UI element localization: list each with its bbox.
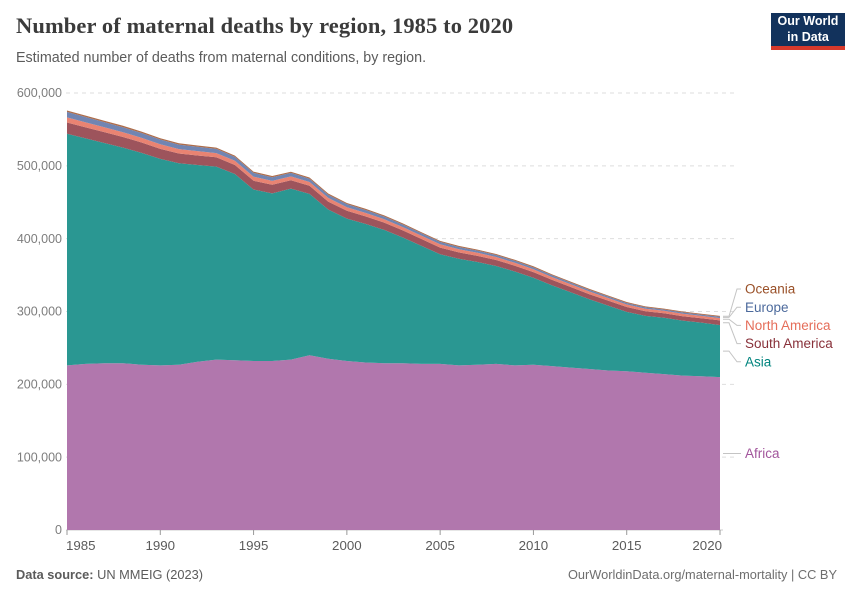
y-axis-label-400000: 400,000: [17, 232, 62, 246]
y-axis-label-200000: 200,000: [17, 378, 62, 392]
data-source-value: UN MMEIG (2023): [93, 567, 204, 582]
legend-connector-oceania: [723, 288, 741, 317]
area-north-america[interactable]: [67, 117, 720, 321]
x-axis-label-2020: 2020: [692, 538, 722, 553]
legend-label-asia[interactable]: Asia: [745, 354, 772, 369]
legend-label-north-america[interactable]: North America: [745, 318, 831, 333]
x-axis-label-1985: 1985: [66, 538, 96, 553]
area-africa[interactable]: [67, 355, 720, 530]
y-axis-label-500000: 500,000: [17, 159, 62, 173]
owid-logo-line2: in Data: [787, 29, 829, 44]
legend-connector-north-america: [723, 318, 741, 326]
area-south-america[interactable]: [67, 122, 720, 326]
owid-logo[interactable]: Our World in Data: [771, 13, 845, 50]
legend-label-europe[interactable]: Europe: [745, 300, 789, 315]
area-europe[interactable]: [67, 111, 720, 319]
y-axis-label-600000: 600,000: [17, 86, 62, 100]
chart-footer: Data source: UN MMEIG (2023) OurWorldinD…: [16, 567, 837, 582]
legend-label-oceania[interactable]: Oceania: [745, 282, 796, 297]
area-asia[interactable]: [67, 133, 720, 378]
chart-subtitle: Estimated number of deaths from maternal…: [16, 50, 427, 66]
page-title: Number of maternal deaths by region, 198…: [16, 13, 514, 38]
x-axis-label-2015: 2015: [612, 538, 642, 553]
credit-link[interactable]: OurWorldinData.org/maternal-mortality | …: [567, 567, 837, 582]
legend-connector-south-america: [723, 322, 741, 345]
y-axis-label-0: 0: [55, 523, 62, 537]
y-axis-label-100000: 100,000: [17, 450, 62, 464]
x-axis-label-2000: 2000: [332, 538, 362, 553]
x-axis-label-2005: 2005: [425, 538, 455, 553]
legend-label-south-america[interactable]: South America: [745, 336, 833, 351]
legend-connector-asia: [723, 350, 741, 363]
legend-connector-europe: [723, 306, 741, 318]
x-axis-label-2010: 2010: [519, 538, 549, 553]
legend-label-africa[interactable]: Africa: [745, 446, 780, 461]
x-axis-label-1995: 1995: [239, 538, 269, 553]
data-source-label: Data source:: [16, 567, 94, 582]
data-source[interactable]: Data source: UN MMEIG (2023): [16, 567, 203, 582]
y-axis-label-300000: 300,000: [17, 305, 62, 319]
owid-logo-line1: Our World: [777, 14, 839, 29]
x-axis-label-1990: 1990: [145, 538, 175, 553]
